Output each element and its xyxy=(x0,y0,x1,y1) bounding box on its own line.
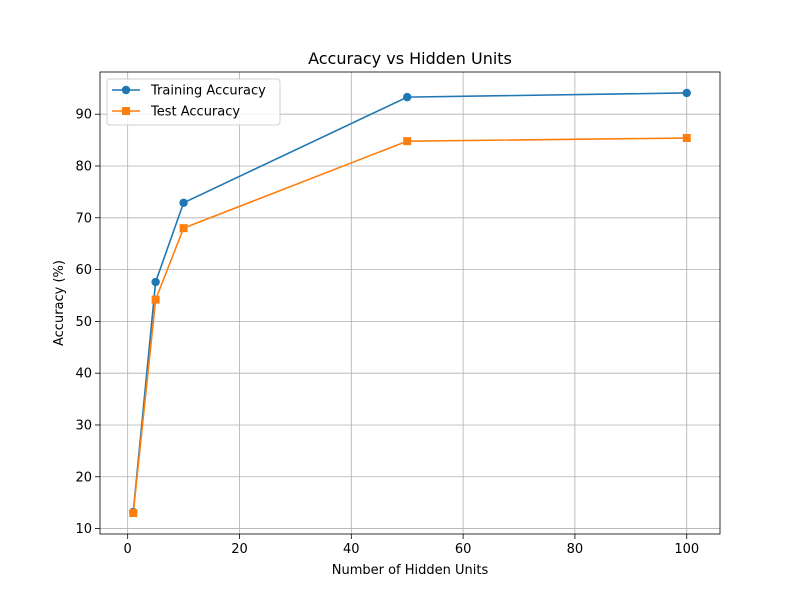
data-point xyxy=(682,88,691,98)
legend-entry: Training Accuracy xyxy=(112,84,266,99)
legend-label: Training Accuracy xyxy=(150,84,266,99)
legend-marker xyxy=(121,85,131,95)
y-tick-label: 40 xyxy=(75,367,92,382)
data-point xyxy=(151,295,160,304)
x-tick-label: 80 xyxy=(567,542,584,557)
x-tick-label: 0 xyxy=(124,542,132,557)
y-axis-label: Accuracy (%) xyxy=(52,260,67,346)
x-tick-label: 60 xyxy=(455,542,472,557)
data-point xyxy=(682,134,691,143)
legend-box xyxy=(106,78,281,126)
data-point xyxy=(403,137,412,146)
y-tick-label: 20 xyxy=(75,470,92,485)
x-tick-label: 40 xyxy=(343,542,360,557)
series-2 xyxy=(129,134,691,518)
data-point xyxy=(179,198,188,207)
legend-label: Test Accuracy xyxy=(150,105,240,120)
legend: Training Accuracy Test Accuracy xyxy=(106,78,281,126)
chart-title: Accuracy vs Hidden Units xyxy=(308,49,512,68)
grid xyxy=(100,72,720,534)
plot-frame xyxy=(99,71,721,535)
data-point xyxy=(179,224,188,233)
y-tick-label: 90 xyxy=(75,108,92,123)
legend-marker xyxy=(122,107,130,115)
y-tick-label: 60 xyxy=(75,263,92,278)
y-tick-label: 80 xyxy=(75,160,92,175)
legend-entry: Test Accuracy xyxy=(112,105,240,120)
series-layer xyxy=(129,88,691,518)
x-axis-label: Number of Hidden Units xyxy=(332,563,489,578)
data-point xyxy=(151,277,160,287)
x-tick-label: 100 xyxy=(674,542,699,557)
y-tick-label: 30 xyxy=(75,418,92,433)
data-point xyxy=(129,509,138,518)
y-tick-label: 50 xyxy=(75,315,92,330)
ticks: 0 20 40 60 80 100 10 20 30 40 50 60 70 80 90 xyxy=(75,108,699,557)
x-tick-label: 20 xyxy=(231,542,248,557)
data-point xyxy=(403,92,412,102)
y-tick-label: 70 xyxy=(75,211,92,226)
y-tick-label: 10 xyxy=(75,522,92,537)
